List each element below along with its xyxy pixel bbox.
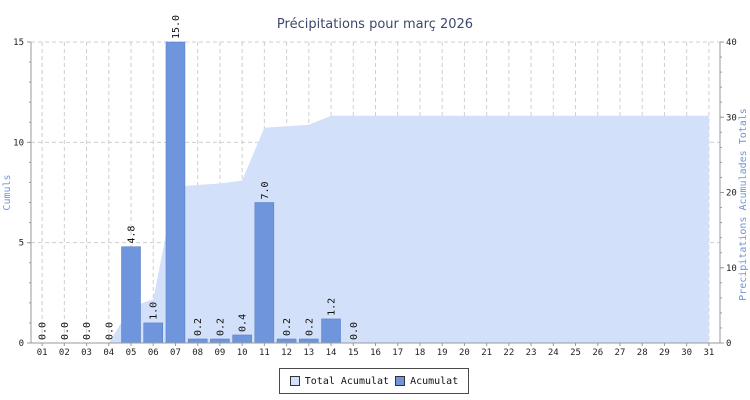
- x-tick-label: 20: [459, 348, 470, 358]
- x-tick-label: 15: [348, 348, 359, 358]
- right-tick-label: 30: [726, 113, 737, 123]
- x-tick-label: 19: [437, 348, 448, 358]
- bar-day-11: [254, 202, 275, 344]
- bar-day-09: [210, 338, 230, 344]
- x-tick-label: 31: [703, 348, 714, 358]
- x-tick-label: 10: [237, 348, 248, 358]
- x-tick-label: 22: [503, 348, 514, 358]
- x-tick-label: 14: [326, 348, 337, 358]
- bar-label-day-09: 0.2: [215, 318, 226, 336]
- x-tick-label: 03: [81, 348, 92, 358]
- bar-day-05: [121, 246, 141, 344]
- legend-item-daily: Acumulat: [395, 376, 458, 387]
- x-tick-label: 09: [214, 348, 225, 358]
- bar-label-day-02: 0.0: [60, 322, 71, 340]
- x-tick-label: 29: [659, 348, 670, 358]
- bar-label-day-01: 0.0: [38, 322, 49, 340]
- right-tick-label: 20: [726, 189, 737, 199]
- left-axis-title: Cumuls: [2, 174, 13, 210]
- x-tick-label: 11: [259, 348, 270, 358]
- legend-label-total: Total Acumulat: [304, 375, 390, 387]
- x-tick-label: 16: [370, 348, 381, 358]
- x-tick-label: 25: [570, 348, 581, 358]
- x-tick-label: 28: [637, 348, 648, 358]
- x-tick-label: 18: [415, 348, 426, 358]
- right-tick-label: 10: [726, 264, 737, 274]
- x-tick-label: 08: [192, 348, 203, 358]
- bar-day-13: [299, 338, 319, 344]
- legend-label-daily: Acumulat: [410, 375, 459, 387]
- left-tick-label: 10: [13, 138, 24, 148]
- x-tick-label: 06: [148, 348, 159, 358]
- right-tick-label: 40: [726, 38, 737, 48]
- bar-label-day-15: 0.0: [349, 322, 360, 340]
- x-tick-label: 04: [103, 348, 114, 358]
- x-tick-label: 23: [526, 348, 537, 358]
- bar-label-day-07: 15.0: [171, 15, 182, 39]
- daily-bars: [121, 41, 341, 344]
- total-accumulated-area-path: [42, 115, 709, 344]
- legend: Total Acumulat Acumulat: [279, 368, 469, 394]
- bar-day-08: [187, 338, 208, 344]
- bar-label-day-13: 0.2: [304, 318, 315, 336]
- legend-swatch-daily: [395, 376, 406, 386]
- x-tick-label: 21: [481, 348, 492, 358]
- right-tick-label: 0: [726, 339, 731, 349]
- bar-label-day-14: 1.2: [327, 298, 338, 316]
- bar-label-day-06: 1.0: [149, 302, 160, 320]
- x-tick-label: 02: [59, 348, 70, 358]
- right-axis-title: Precipitations Acumulades Totals: [738, 108, 749, 301]
- bar-label-day-12: 0.2: [282, 318, 293, 336]
- bar-day-14: [321, 318, 341, 344]
- total-accumulated-area: [42, 115, 709, 344]
- x-tick-label: 27: [615, 348, 626, 358]
- left-tick-label: 5: [19, 239, 24, 249]
- bar-day-07: [165, 41, 186, 344]
- chart-title: Précipitations pour març 2026: [277, 17, 473, 32]
- bar-day-06: [143, 322, 163, 344]
- x-tick-label: 05: [126, 348, 137, 358]
- x-tick-label: 30: [681, 348, 692, 358]
- bar-label-day-05: 4.8: [127, 226, 138, 244]
- x-tick-label: 26: [592, 348, 603, 358]
- bar-label-day-11: 7.0: [260, 181, 271, 199]
- x-tick-label: 13: [303, 348, 314, 358]
- bar-value-labels: 0.0 0.0 0.0 0.0 4.8 1.0 15.0 0.2 0.2 0.4 7.0 0.2 0.2…: [38, 15, 360, 340]
- left-tick-label: 0: [19, 339, 24, 349]
- x-tick-label: 12: [281, 348, 292, 358]
- legend-swatch-total: [289, 376, 300, 386]
- bar-label-day-04: 0.0: [104, 322, 115, 340]
- x-tick-label: 17: [392, 348, 403, 358]
- x-tick-label: 07: [170, 348, 181, 358]
- x-tick-label: 24: [548, 348, 559, 358]
- left-tick-label: 15: [13, 38, 24, 48]
- bar-label-day-10: 0.4: [238, 314, 249, 332]
- bar-label-day-08: 0.2: [193, 318, 204, 336]
- bar-day-12: [276, 338, 297, 344]
- x-tick-label: 01: [37, 348, 48, 358]
- bar-day-10: [232, 334, 252, 344]
- legend-item-total: Total Acumulat: [289, 375, 390, 387]
- bar-label-day-03: 0.0: [82, 322, 93, 340]
